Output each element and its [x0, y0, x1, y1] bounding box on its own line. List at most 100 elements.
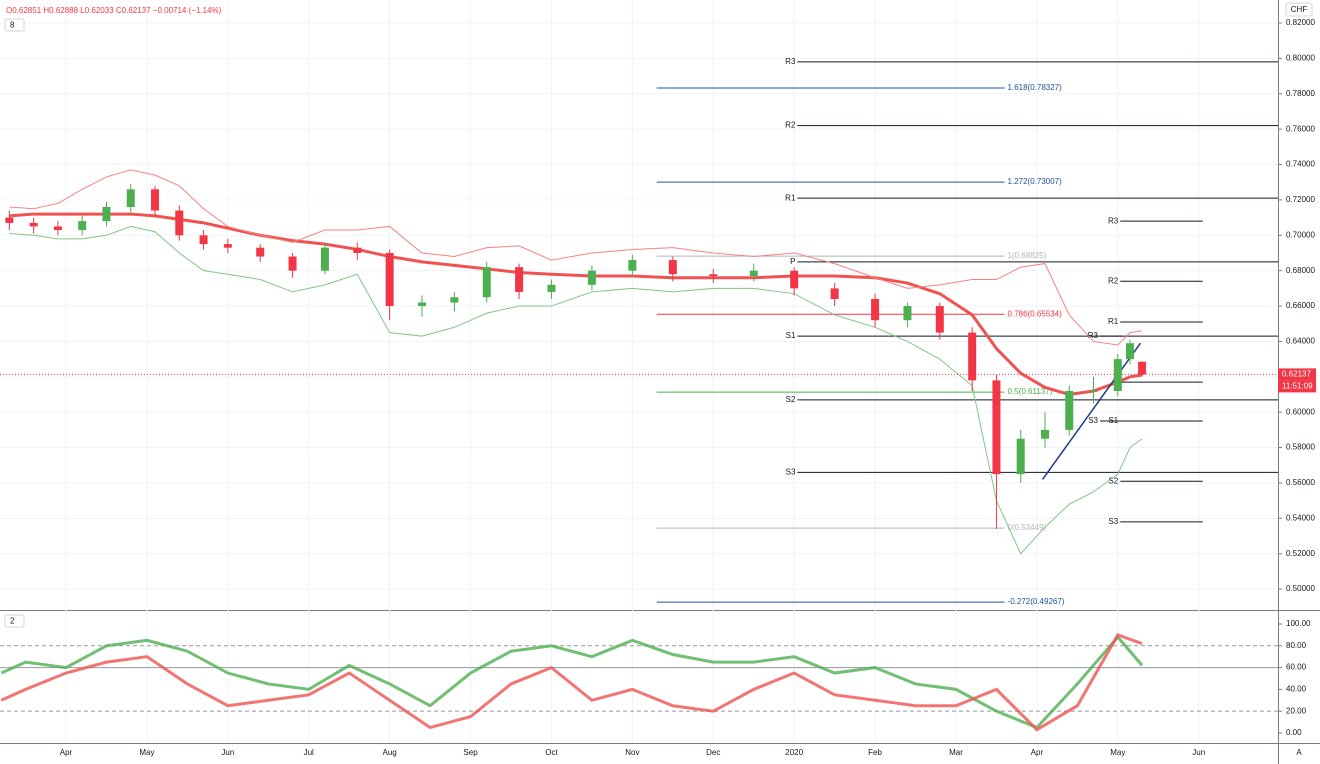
- indicator-toggle[interactable]: [4, 614, 25, 628]
- candle-body: [1113, 359, 1122, 391]
- y-tick-label: 0.78000: [1286, 89, 1315, 98]
- last-price-label: 0.62137: [1282, 370, 1311, 379]
- pivot-label: S2: [786, 395, 796, 404]
- pivot-label: R3: [785, 57, 796, 66]
- fib-label: 1.618(0.78327): [1008, 83, 1063, 92]
- x-tick-label: Aug: [383, 748, 397, 757]
- pivot-label: S3: [1088, 416, 1098, 425]
- indicator-toggle[interactable]: [4, 18, 25, 32]
- ohlc-legend: O0.62851 H0.62888 L0.62033 C0.62137 −0.0…: [6, 6, 222, 15]
- last-price-tag: [1278, 368, 1316, 381]
- countdown-tag: [1278, 380, 1316, 393]
- candle-body: [628, 260, 637, 271]
- y-tick-label: 0.64000: [1286, 337, 1315, 346]
- candle-body: [749, 270, 758, 276]
- candle-body: [871, 298, 880, 321]
- pivot-label: R1: [1108, 317, 1119, 326]
- candle-body: [256, 247, 265, 257]
- candle-body: [1089, 390, 1098, 392]
- fib-label: -0.272(0.49267): [1008, 597, 1065, 606]
- candle-body: [151, 189, 160, 211]
- fib-label: 0.5(0.61137): [1008, 387, 1053, 396]
- indicator-count[interactable]: 8: [10, 21, 15, 30]
- x-tick-label: Nov: [625, 748, 639, 757]
- y-tick-label: 0.50000: [1286, 584, 1315, 593]
- indicator-count[interactable]: 2: [10, 617, 15, 626]
- y-tick-label: 0.70000: [1286, 230, 1315, 239]
- x-tick-label: Sep: [463, 748, 478, 757]
- y-tick-label: 0.00: [1286, 728, 1302, 737]
- x-tick-label: 2020: [785, 748, 803, 757]
- candle-body: [903, 306, 912, 321]
- pivot-label: S3: [1108, 517, 1118, 526]
- candle-body: [992, 380, 1001, 475]
- x-tick-label: Mar: [949, 748, 963, 757]
- candle-body: [78, 221, 87, 230]
- pivot-label: S2: [1108, 476, 1118, 485]
- countdown: 11:51:09: [1282, 382, 1313, 391]
- candle-body: [1125, 343, 1134, 360]
- oscillator-line: [0, 633, 1143, 732]
- y-tick-label: 0.80000: [1286, 53, 1315, 62]
- candle-body: [353, 247, 362, 253]
- currency-label[interactable]: CHF: [1291, 5, 1308, 14]
- x-tick-label: Oct: [545, 748, 558, 757]
- x-tick-label: Jul: [304, 748, 314, 757]
- y-tick-label: 0.56000: [1286, 478, 1315, 487]
- candle-body: [587, 270, 596, 285]
- overlay-line: [9, 169, 1143, 346]
- x-tick-label: Dec: [706, 748, 720, 757]
- candle-body: [418, 302, 427, 307]
- x-tick-label: Apr: [1031, 748, 1044, 757]
- candle-body: [102, 206, 111, 222]
- y-tick-label: 0.76000: [1286, 124, 1315, 133]
- auto-scale-button[interactable]: A: [1296, 748, 1302, 757]
- y-tick-label: 40.00: [1286, 684, 1307, 693]
- candle-body: [830, 288, 839, 299]
- pivot-label: R2: [785, 121, 796, 130]
- candle-body: [126, 189, 135, 207]
- trend-line: [1041, 342, 1142, 480]
- oscillator-line: [0, 634, 1144, 730]
- y-tick-label: 0.74000: [1286, 160, 1315, 169]
- y-tick-label: 0.54000: [1286, 513, 1315, 522]
- candle-body: [29, 222, 38, 227]
- y-tick-label: 100.00: [1286, 619, 1311, 628]
- y-tick-label: 0.82000: [1286, 18, 1315, 27]
- candle-body: [288, 256, 297, 271]
- x-tick-label: Jun: [221, 748, 234, 757]
- x-tick-label: Feb: [868, 748, 882, 757]
- candle-body: [1016, 438, 1025, 475]
- pivot-label: R1: [785, 193, 796, 202]
- y-tick-label: 0.72000: [1286, 195, 1315, 204]
- candle-body: [935, 306, 944, 333]
- candle-body: [320, 247, 329, 271]
- fib-label: 1(0.68825): [1008, 251, 1047, 260]
- candle-body: [5, 217, 14, 223]
- x-tick-label: Apr: [60, 748, 73, 757]
- overlay-line: [9, 212, 1143, 397]
- candle-body: [450, 297, 459, 303]
- pivot-label: P: [790, 257, 795, 266]
- candle-body: [968, 332, 977, 381]
- y-tick-label: 0.68000: [1286, 266, 1315, 275]
- pivot-label: R3: [1108, 216, 1119, 225]
- pivot-label: R2: [1108, 276, 1119, 285]
- y-tick-label: 60.00: [1286, 663, 1307, 672]
- pivot-label: S3: [786, 467, 796, 476]
- candle-body: [709, 274, 718, 276]
- candle-body: [1065, 390, 1074, 430]
- y-tick-label: 0.58000: [1286, 443, 1315, 452]
- x-tick-label: Jun: [1192, 748, 1205, 757]
- candle-body: [1040, 429, 1049, 439]
- x-tick-label: May: [1110, 748, 1125, 757]
- x-tick-label: May: [139, 748, 154, 757]
- candle-body: [53, 226, 62, 230]
- pivot-label: S1: [786, 331, 796, 340]
- fib-label: 0.786(0.65534): [1008, 309, 1063, 318]
- currency-button[interactable]: [1285, 2, 1313, 17]
- pivot-label: R3: [1088, 331, 1099, 340]
- candle-body: [482, 267, 491, 298]
